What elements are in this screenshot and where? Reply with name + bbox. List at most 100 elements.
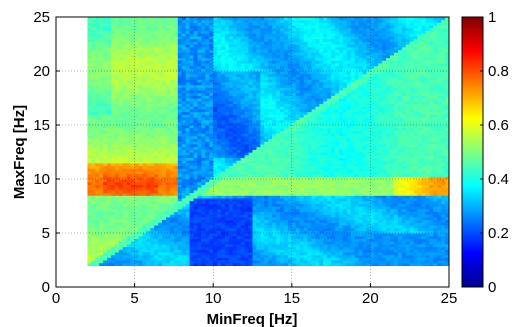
heatmap-cell [122,227,128,231]
heatmap-cell [272,157,277,161]
heatmap-cell [236,73,242,77]
heatmap-cell [122,87,128,91]
heatmap-cell [154,208,159,212]
heatmap-cell [240,122,246,126]
heatmap-cell [213,197,218,202]
heatmap-cell [91,65,96,69]
heatmap-cell [228,152,234,156]
heatmap-cell [95,122,100,126]
heatmap-cell [236,224,242,229]
heatmap-cell [268,219,273,223]
heatmap-cell [287,160,293,164]
heatmap-cell [91,211,96,215]
heatmap-cell [260,60,265,64]
heatmap-cell [130,38,136,42]
heatmap-cell [209,219,214,223]
heatmap-cell [209,138,214,142]
heatmap-cell [248,227,254,231]
heatmap-cell [205,165,210,169]
heatmap-cell [299,233,305,237]
heatmap-cell [122,17,128,21]
heatmap-cell [166,33,171,37]
heatmap-cell [181,35,187,40]
heatmap-cell [114,187,120,191]
heatmap-cell [142,235,147,239]
heatmap-cell [228,57,234,61]
heatmap-cell [103,224,108,229]
heatmap-cell [240,254,246,258]
heatmap-cell [272,127,277,131]
heatmap-cell [252,122,258,126]
heatmap-cell [280,233,285,237]
heatmap-cell [244,257,250,261]
heatmap-cell [103,46,108,50]
heatmap-cell [158,38,163,42]
heatmap-cell [244,149,250,153]
heatmap-cell [291,179,297,183]
heatmap-cell [189,133,195,137]
heatmap-cell [162,33,167,37]
heatmap-cell [291,111,297,115]
heatmap-cell [185,157,191,161]
heatmap-cell [107,149,112,153]
heatmap-cell [295,17,301,21]
heatmap-cell [201,189,206,194]
heatmap-cell [209,38,214,42]
heatmap-cell [260,243,265,248]
heatmap-cell [91,100,96,104]
heatmap-cell [264,119,269,123]
heatmap-cell [224,173,230,177]
heatmap-cell [228,65,234,69]
heatmap-cell [107,98,112,102]
heatmap-cell [142,68,147,72]
heatmap-cell [272,81,277,86]
heatmap-cell [248,33,254,37]
heatmap-cell [91,76,96,80]
heatmap-cell [107,219,112,223]
heatmap-cell [209,27,214,32]
heatmap-cell [268,22,273,26]
heatmap-cell [287,230,293,234]
heatmap-cell [99,238,104,242]
heatmap-cell [162,189,167,194]
heatmap-cell [118,260,124,264]
heatmap-cell [130,222,136,226]
heatmap-cell [193,168,199,172]
heatmap-cell [268,157,273,161]
heatmap-cell [146,30,151,34]
heatmap-cell [291,152,297,156]
heatmap-cell [99,146,104,150]
heatmap-cell [193,254,199,258]
heatmap-cell [122,108,128,113]
heatmap-cell [150,81,155,86]
heatmap-cell [173,98,179,102]
heatmap-cell [244,179,250,183]
heatmap-cell [283,92,289,96]
heatmap-cell [107,230,112,234]
heatmap-cell [87,233,92,237]
heatmap-cell [228,143,234,148]
heatmap-cell [209,116,214,121]
heatmap-cell [276,54,281,59]
heatmap-cell [268,68,273,72]
heatmap-cell [280,22,285,26]
heatmap-cell [118,195,124,199]
heatmap-cell [169,160,175,164]
heatmap-cell [146,135,151,140]
heatmap-cell [126,116,132,121]
heatmap-cell [280,27,285,32]
heatmap-cell [146,219,151,223]
heatmap-cell [291,254,297,258]
heatmap-cell [122,262,128,266]
heatmap-cell [169,262,175,266]
heatmap-cell [224,76,230,80]
heatmap-cell [130,19,136,23]
heatmap-cell [107,165,112,169]
heatmap-cell [272,184,277,188]
heatmap-cell [197,17,203,21]
heatmap-cell [224,260,230,264]
heatmap-cell [197,227,203,231]
heatmap-cell [217,251,222,256]
heatmap-cell [280,122,285,126]
heatmap-cell [158,84,163,88]
